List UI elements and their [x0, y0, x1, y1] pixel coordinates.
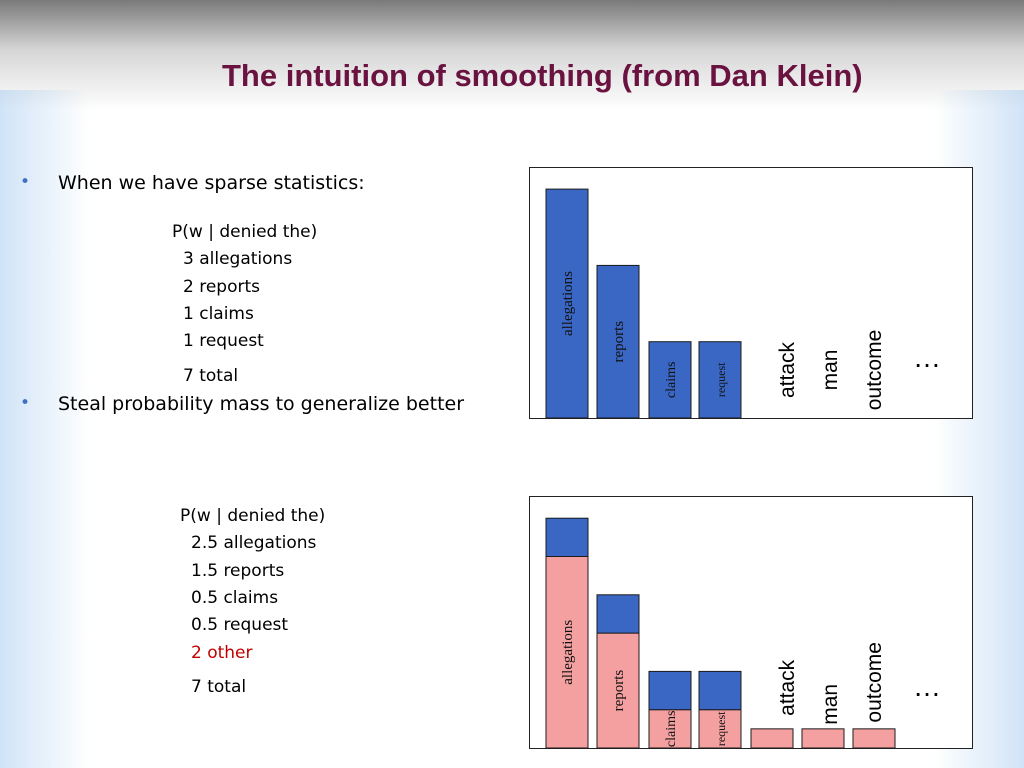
category-label-attack: attack: [776, 341, 799, 398]
chart-smoothed-counts: allegations reports claims request attack man…: [529, 496, 973, 749]
bullet-text: Steal probability mass to generalize bet…: [58, 393, 465, 415]
bar-label-reports: reports: [611, 321, 627, 363]
bullet-steal-mass: • Steal probability mass to generalize b…: [20, 393, 465, 415]
table-header: P(w | denied the): [180, 506, 326, 526]
bar-attack-remaining: [750, 728, 794, 749]
table-row: 1.5 reports: [191, 561, 285, 581]
ellipsis-label: …: [913, 342, 945, 373]
bar-label-allegations: allegations: [560, 620, 576, 685]
bar-request: [698, 341, 742, 419]
bar-claims: [648, 341, 692, 419]
table-total: 7 total: [183, 366, 239, 386]
chart-original-counts: allegations reports claims request attack man…: [529, 167, 973, 419]
table-row: 3 allegations: [183, 249, 293, 269]
bar-label-request: request: [714, 362, 728, 397]
bar-allegations-remaining: [545, 556, 589, 749]
bar-label-reports: reports: [611, 670, 627, 712]
bar-label-allegations: allegations: [560, 271, 576, 336]
bar-reports-stolen: [596, 594, 640, 634]
category-label-man: man: [819, 684, 842, 725]
background-glow-left: [0, 90, 90, 768]
bar-reports-remaining: [596, 632, 640, 749]
category-label-outcome: outcome: [863, 330, 886, 411]
table-header: P(w | denied the): [172, 222, 318, 242]
chart-frame: [529, 496, 973, 749]
table-row: 0.5 claims: [191, 588, 279, 608]
bar-request-remaining: [698, 709, 742, 749]
table-row: 2 reports: [183, 277, 260, 297]
table-row: 2.5 allegations: [191, 533, 317, 553]
table-row: 1 claims: [183, 304, 254, 324]
slide-title: The intuition of smoothing (from Dan Kle…: [222, 58, 863, 93]
category-label-outcome: outcome: [863, 642, 886, 723]
table-row-other: 2 other: [191, 643, 253, 663]
bullet-dot-icon: •: [20, 393, 31, 413]
bar-label-request: request: [714, 711, 728, 746]
bullet-dot-icon: •: [20, 172, 31, 192]
chart-frame: [529, 167, 973, 419]
bar-label-claims: claims: [664, 362, 679, 399]
bar-man-remaining: [801, 728, 845, 749]
bullet-sparse-statistics: • When we have sparse statistics:: [20, 172, 365, 194]
bar-outcome-remaining: [852, 728, 896, 749]
category-label-man: man: [819, 350, 842, 391]
bar-allegations: [545, 188, 589, 419]
bar-claims-stolen: [648, 670, 692, 711]
bar-allegations-stolen: [545, 517, 589, 557]
table-row: 0.5 request: [191, 615, 289, 635]
ellipsis-label: …: [913, 671, 945, 702]
bar-request-stolen: [698, 670, 742, 711]
table-total: 7 total: [191, 677, 247, 697]
table-row: 1 request: [183, 331, 264, 351]
bar-label-claims: claims: [664, 711, 679, 748]
category-label-attack: attack: [776, 659, 799, 716]
bullet-text: When we have sparse statistics:: [58, 172, 365, 194]
bar-reports: [596, 264, 640, 419]
